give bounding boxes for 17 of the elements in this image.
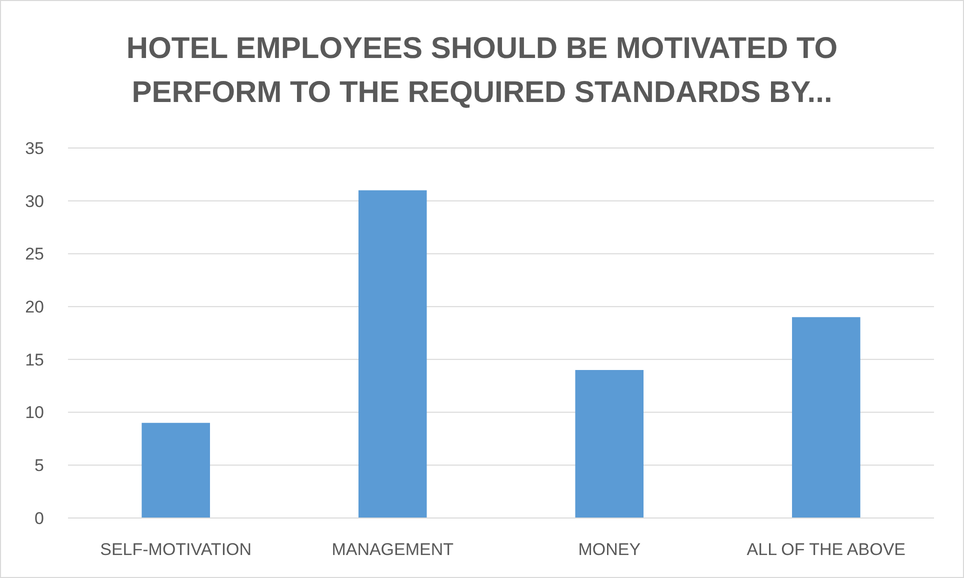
- x-tick-label: SELF-MOTIVATION: [100, 540, 252, 559]
- y-tick-label: 30: [25, 192, 44, 211]
- bar: [575, 370, 644, 518]
- x-tick-label: ALL OF THE ABOVE: [746, 540, 906, 559]
- y-tick-label: 35: [25, 138, 44, 158]
- x-tick-label: MANAGEMENT: [332, 540, 454, 559]
- bar: [142, 422, 210, 518]
- chart-title: HOTEL EMPLOYEES SHOULD BE MOTIVATED TO PERFORM TO THE REQUIRED STANDARDS BY...: [126, 32, 838, 109]
- y-tick-label: 20: [25, 298, 44, 317]
- x-tick-label: MONEY: [578, 540, 641, 559]
- y-tick-label: 15: [25, 350, 44, 370]
- y-tick-label: 10: [25, 403, 44, 422]
- bar: [358, 190, 427, 518]
- y-tick-label: 25: [25, 244, 44, 264]
- y-tick-label: 0: [34, 508, 44, 528]
- y-tick-label: 5: [34, 456, 44, 476]
- bar: [792, 317, 860, 518]
